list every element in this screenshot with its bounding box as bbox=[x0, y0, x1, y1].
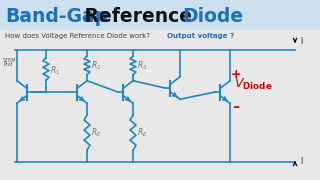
Text: I: I bbox=[300, 158, 302, 166]
Text: $R_1$: $R_1$ bbox=[50, 65, 60, 77]
Text: $R_E$: $R_E$ bbox=[91, 126, 102, 139]
Text: Reference: Reference bbox=[78, 8, 198, 26]
Text: Diode: Diode bbox=[182, 8, 243, 26]
FancyBboxPatch shape bbox=[0, 0, 320, 30]
Text: Band-Gap: Band-Gap bbox=[5, 8, 108, 26]
Text: $R_3$: $R_3$ bbox=[137, 59, 147, 72]
Text: I: I bbox=[300, 37, 302, 46]
Text: –: – bbox=[233, 100, 239, 114]
Text: $V_{\mathbf{Diode}}$: $V_{\mathbf{Diode}}$ bbox=[234, 76, 273, 92]
Text: STEM: STEM bbox=[3, 57, 17, 62]
Text: How does Voltage Reference Diode work?: How does Voltage Reference Diode work? bbox=[5, 33, 150, 39]
Text: +: + bbox=[231, 68, 241, 81]
FancyBboxPatch shape bbox=[0, 30, 320, 42]
Text: $R_E$: $R_E$ bbox=[137, 126, 148, 139]
Text: $R_2$: $R_2$ bbox=[91, 59, 101, 72]
Text: Output voltage ?: Output voltage ? bbox=[162, 33, 234, 39]
Text: Prof: Prof bbox=[3, 62, 12, 68]
